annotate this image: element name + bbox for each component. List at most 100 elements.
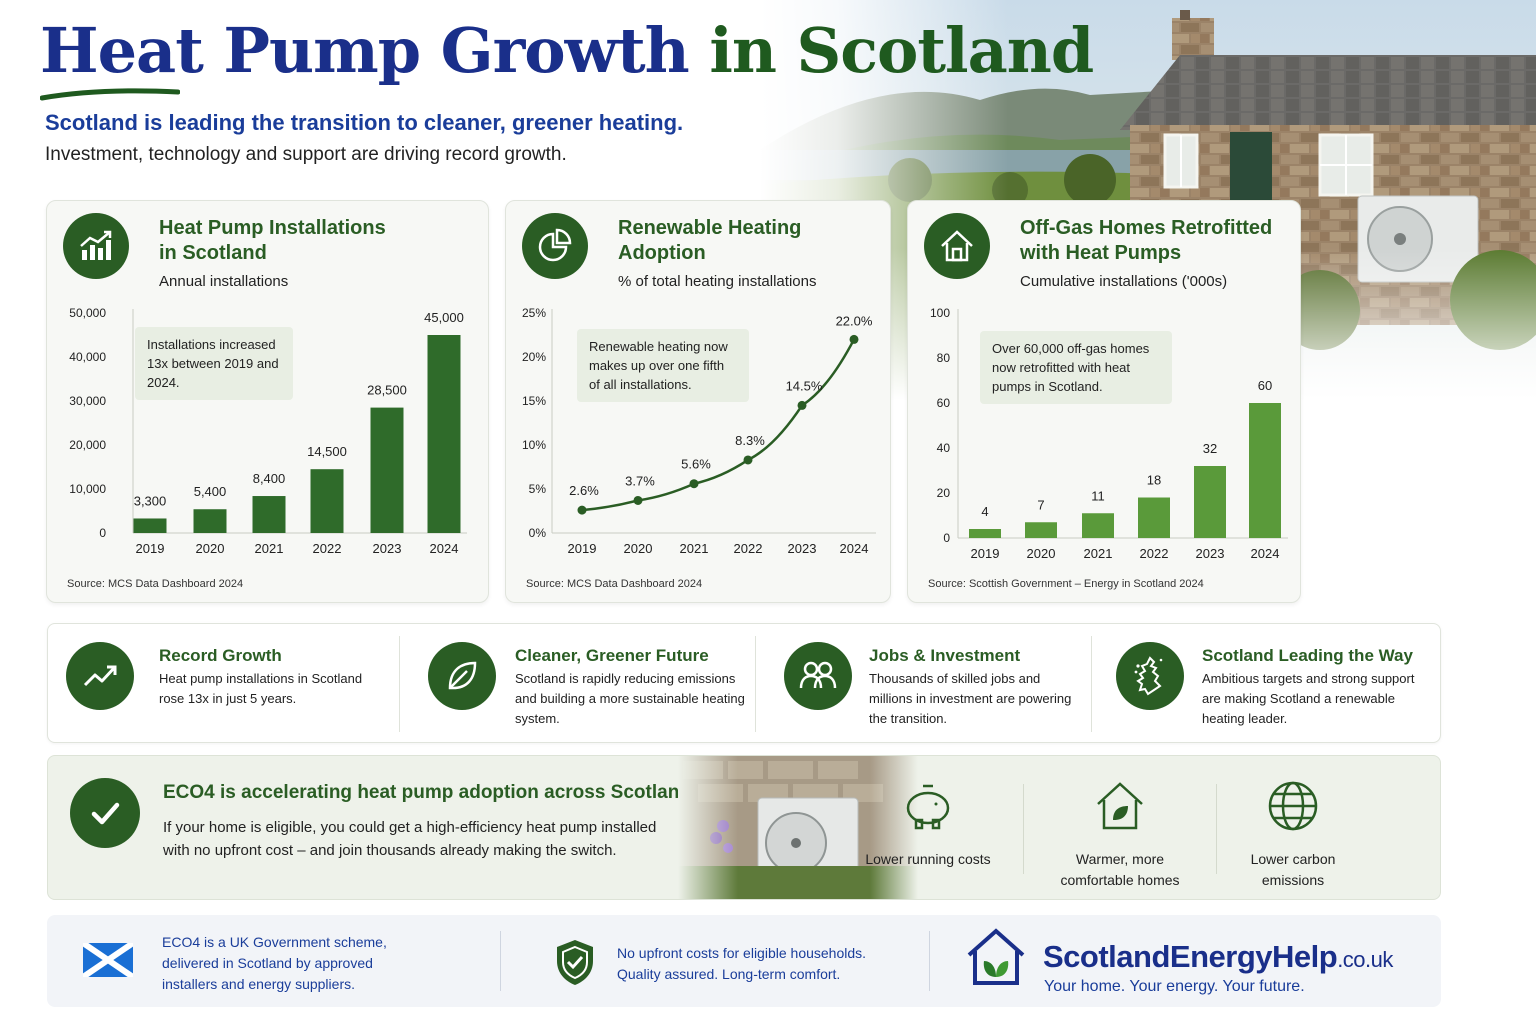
feature-scotland-leading: Scotland Leading the Way Ambitious targe… [1092, 624, 1440, 744]
chart-annotation: Over 60,000 off-gas homes now retrofitte… [980, 331, 1172, 404]
data-label: 3,300 [134, 493, 167, 508]
feature-title: Scotland Leading the Way [1202, 646, 1413, 665]
eco4-banner: ECO4 is accelerating heat pump adoption … [47, 755, 1441, 900]
pie-chart-icon [522, 213, 588, 279]
chart-source: Source: Scottish Government – Energy in … [928, 578, 1204, 590]
data-label: 18 [1147, 473, 1161, 488]
x-tick-label: 2021 [680, 541, 709, 556]
x-tick-label: 2022 [734, 541, 763, 556]
eco4-title: ECO4 is accelerating heat pump adoption … [163, 782, 697, 803]
data-point [849, 334, 859, 344]
leaf-icon [428, 642, 496, 710]
shield-check-icon [557, 940, 593, 985]
x-tick-label: 2022 [313, 541, 342, 556]
y-tick-label: 5% [529, 482, 547, 496]
feature-title: Cleaner, Greener Future [515, 646, 709, 665]
feature-title: Jobs & Investment [869, 646, 1021, 665]
y-tick-label: 10,000 [69, 482, 106, 496]
title-part-2: in Scotland [709, 14, 1094, 87]
bar [969, 529, 1001, 538]
card-heat-pump-installations: Heat Pump Installations in Scotland Annua… [46, 200, 489, 603]
data-point [797, 400, 807, 410]
title-underline-swoosh [40, 88, 180, 101]
card-off-gas-homes: Off-Gas Homes Retrofitted with Heat Pumps… [907, 200, 1301, 603]
benefit-lower-carbon: Lower carbon emissions [1218, 778, 1368, 891]
footer-scheme-text: ECO4 is a UK Government scheme, delivere… [162, 934, 387, 992]
bar [193, 509, 227, 533]
assurance-line-2: Quality assured. Long-term comfort. [617, 966, 841, 982]
benefit-warmer-homes: Warmer, more comfortable homes [1045, 778, 1195, 891]
bar [1194, 466, 1226, 538]
y-tick-label: 100 [930, 306, 950, 320]
data-label: 45,000 [424, 310, 464, 325]
data-label: 32 [1203, 441, 1217, 456]
data-point [743, 455, 753, 465]
x-tick-label: 2019 [971, 546, 1000, 561]
data-label: 5,400 [194, 484, 227, 499]
people-icon [784, 642, 852, 710]
card-title: Renewable Heating Adoption [618, 217, 802, 264]
feature-record-growth: Record Growth Heat pump installations in… [48, 624, 398, 744]
bar [1249, 403, 1281, 538]
card-subtitle: Cumulative installations ('000s) [1020, 273, 1228, 290]
bar [370, 407, 404, 533]
x-tick-label: 2023 [373, 541, 402, 556]
y-tick-label: 40 [937, 441, 951, 455]
page-intro: Investment, technology and support are d… [45, 144, 567, 165]
y-tick-label: 10% [522, 438, 546, 452]
x-tick-label: 2019 [136, 541, 165, 556]
footer-assurance-text: No upfront costs for eligible households… [617, 943, 866, 985]
renewable-line-chart: 0% 5% 10% 15% 20% 25% 2019 2020 2021 2022 2023 2024… [522, 306, 876, 556]
footer: ECO4 is a UK Government scheme, delivere… [47, 915, 1441, 1007]
x-tick-label: 2020 [196, 541, 225, 556]
feature-title: Record Growth [159, 646, 282, 665]
house-icon [924, 213, 990, 279]
data-label: 8,400 [253, 471, 286, 486]
x-tick-label: 2024 [430, 541, 459, 556]
bar [252, 496, 286, 533]
scotland-flag-icon [83, 943, 133, 977]
data-label: 28,500 [367, 383, 407, 398]
brand-name[interactable]: ScotlandEnergyHelp.co.uk [1043, 939, 1393, 974]
bar [133, 518, 167, 533]
benefit-label: Lower carbon emissions [1250, 851, 1336, 888]
chart-source: Source: MCS Data Dashboard 2024 [67, 578, 244, 590]
assurance-line-1: No upfront costs for eligible households… [617, 945, 867, 961]
installations-bar-chart: 0 10,000 20,000 30,000 40,000 50,000 2019 2020 2… [69, 306, 467, 556]
chart-annotation: Renewable heating now makes up over one … [577, 329, 749, 402]
off-gas-bar-chart: 0 20 40 60 80 100 2019 2020 2021 2022 2023 2024 4 7 11… [930, 306, 1288, 561]
card-renewable-adoption: Renewable Heating Adoption % of total hea… [505, 200, 891, 603]
y-tick-label: 80 [937, 351, 951, 365]
y-tick-label: 60 [937, 396, 951, 410]
feature-description: Thousands of skilled jobs and millions i… [869, 671, 1072, 726]
trend-up-icon [66, 642, 134, 710]
data-label: 4 [981, 504, 988, 519]
y-tick-label: 25% [522, 306, 546, 320]
data-label: 11 [1091, 488, 1105, 503]
x-tick-label: 2020 [624, 541, 653, 556]
brand-tagline: Your home. Your energy. Your future. [1044, 978, 1305, 995]
data-point [577, 505, 587, 515]
x-tick-label: 2021 [255, 541, 284, 556]
y-tick-label: 0% [529, 526, 547, 540]
y-tick-label: 0 [99, 526, 106, 540]
x-tick-label: 2024 [840, 541, 869, 556]
y-tick-label: 15% [522, 394, 546, 408]
feature-description: Heat pump installations in Scotland rose… [159, 671, 363, 706]
page-subtitle: Scotland is leading the transition to cl… [45, 110, 684, 135]
x-tick-label: 2023 [788, 541, 817, 556]
data-label: 14.5% [786, 378, 823, 393]
brand-logo-icon [967, 928, 1025, 985]
y-tick-label: 20 [937, 486, 951, 500]
data-label: 3.7% [625, 473, 655, 488]
x-tick-label: 2022 [1140, 546, 1169, 561]
checkmark-icon [70, 778, 140, 848]
data-label: 2.6% [569, 483, 599, 498]
y-tick-label: 20% [522, 350, 546, 364]
x-tick-label: 2021 [1084, 546, 1113, 561]
data-point [633, 495, 643, 505]
bar [1025, 522, 1057, 538]
benefit-label: Warmer, more comfortable homes [1060, 851, 1180, 888]
chart-source: Source: MCS Data Dashboard 2024 [526, 578, 703, 590]
chart-annotation: Installations increased 13x between 2019… [135, 327, 293, 400]
